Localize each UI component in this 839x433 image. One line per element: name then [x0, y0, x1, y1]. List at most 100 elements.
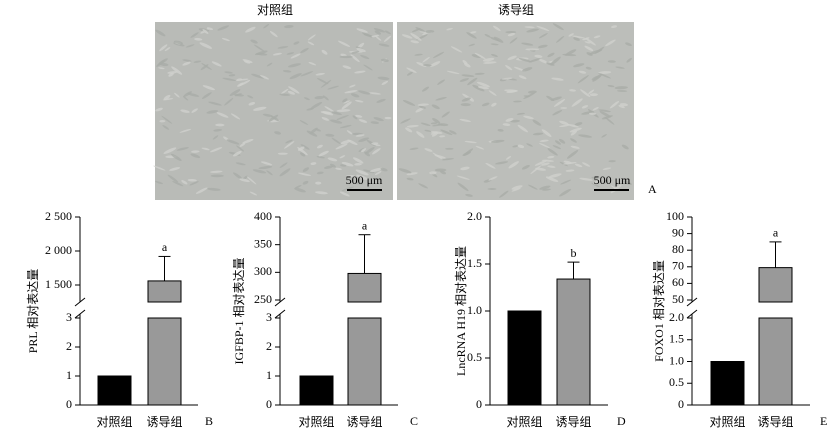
cell — [508, 161, 519, 169]
cell — [330, 119, 343, 124]
cell — [339, 124, 352, 129]
cell — [571, 98, 583, 107]
cell — [182, 59, 192, 62]
cell — [286, 52, 295, 55]
y-tick-label: 350 — [254, 236, 272, 250]
cell — [236, 78, 243, 82]
cell — [482, 57, 495, 62]
cell — [621, 144, 629, 150]
y-tick-label: 0 — [678, 397, 684, 411]
cell — [363, 64, 373, 71]
cell — [350, 93, 360, 98]
cell — [341, 162, 354, 167]
cell — [338, 40, 351, 47]
cell — [331, 137, 341, 145]
cell — [570, 138, 577, 143]
cell — [441, 111, 450, 118]
cell — [580, 89, 591, 98]
cell — [501, 77, 513, 80]
cell — [210, 174, 224, 178]
cell — [558, 138, 566, 144]
cell — [294, 185, 302, 189]
bar — [347, 317, 382, 406]
y-tick-label: 1.0 — [669, 353, 684, 367]
cell — [302, 180, 309, 185]
cell — [201, 92, 212, 99]
cell — [530, 165, 542, 175]
cell — [437, 79, 445, 85]
cell — [321, 49, 328, 55]
cell — [417, 103, 429, 107]
cell — [207, 187, 221, 191]
cell — [547, 52, 555, 58]
cell — [354, 163, 362, 166]
cell — [172, 180, 184, 187]
y-axis-label: FOXO1 相对表达量 — [652, 260, 666, 362]
cell — [252, 169, 267, 174]
cell — [199, 42, 213, 49]
axis-break — [74, 309, 86, 319]
cell — [567, 123, 579, 128]
cell — [329, 163, 336, 168]
cell — [407, 71, 413, 76]
cell — [618, 104, 625, 109]
cell — [316, 171, 324, 175]
y-tick-label: 0.5 — [669, 375, 684, 389]
cell — [354, 181, 364, 185]
cell — [483, 61, 497, 64]
cell — [245, 26, 256, 33]
cell — [358, 137, 370, 143]
cell — [424, 148, 433, 152]
cell — [591, 75, 601, 81]
cell — [222, 37, 230, 42]
cell — [545, 176, 559, 182]
cell — [511, 187, 521, 192]
cell — [485, 162, 496, 169]
cell — [364, 151, 371, 157]
cell — [260, 161, 273, 166]
x-tick-label: 对照组 — [709, 415, 745, 429]
cell — [510, 119, 520, 123]
cell — [602, 180, 609, 184]
y-tick-label: 2.0 — [669, 310, 684, 324]
cell — [307, 41, 315, 46]
cell — [277, 46, 289, 49]
cell — [283, 141, 295, 149]
cell — [422, 56, 430, 63]
cell — [191, 150, 200, 153]
cell — [440, 129, 453, 136]
cell — [490, 139, 505, 143]
cell — [527, 184, 538, 190]
cell — [592, 106, 599, 111]
bar — [507, 310, 542, 406]
cell — [297, 146, 305, 151]
cell — [190, 153, 201, 159]
cell — [182, 61, 191, 66]
cell — [249, 191, 258, 196]
cell — [339, 55, 353, 59]
y-tick-label: 1.5 — [669, 332, 684, 346]
cell — [230, 113, 241, 120]
cell — [201, 147, 210, 151]
cell — [472, 84, 485, 92]
cell — [279, 162, 288, 169]
cell — [344, 90, 358, 94]
y-tick-label: 2 000 — [45, 243, 72, 257]
cell — [306, 107, 314, 111]
cell — [354, 99, 364, 103]
x-tick-label: 对照组 — [298, 415, 334, 429]
cell — [517, 144, 525, 149]
cell — [202, 85, 216, 91]
cell — [336, 114, 349, 120]
significance-label: b — [571, 246, 577, 260]
cell — [570, 130, 578, 136]
cell — [467, 77, 478, 86]
cell — [315, 72, 325, 76]
cell — [547, 155, 555, 159]
cell — [570, 145, 580, 149]
cell — [322, 95, 329, 101]
bar — [758, 267, 793, 303]
cell — [280, 88, 289, 95]
y-tick-label: 0 — [266, 397, 272, 411]
cell — [268, 114, 279, 122]
